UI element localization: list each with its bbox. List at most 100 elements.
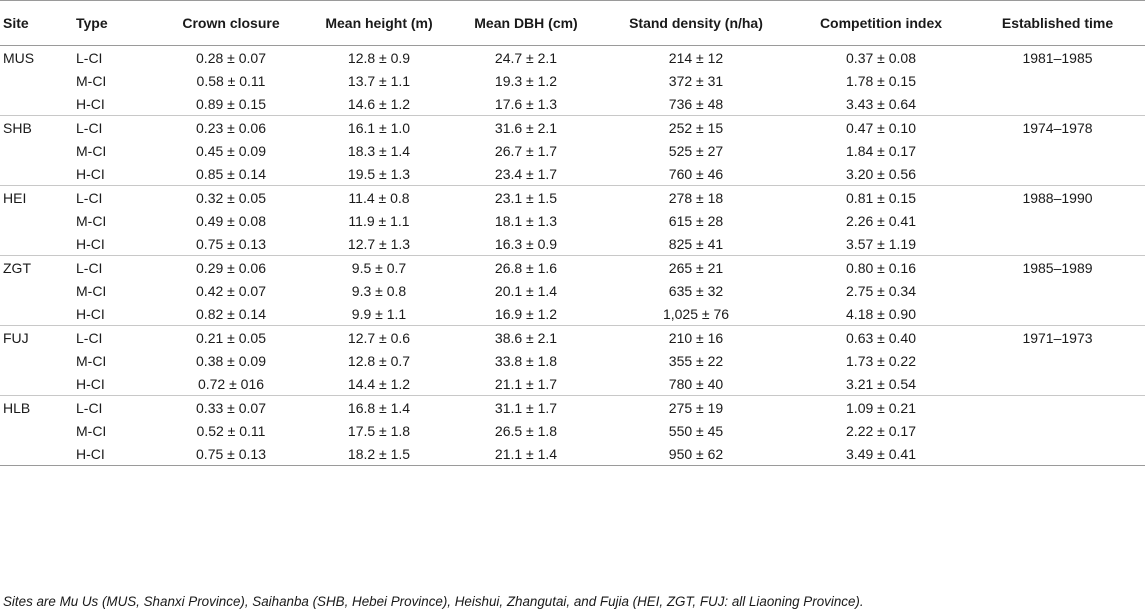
stand-density-cell: 780 ± 40 — [600, 372, 792, 396]
type-cell: H-CI — [76, 232, 156, 256]
established-time-cell — [970, 162, 1145, 186]
table-row: M-CI 0.52 ± 0.11 17.5 ± 1.8 26.5 ± 1.8 550 ±… — [0, 419, 1145, 442]
competition-index-cell: 3.43 ± 0.64 — [792, 92, 970, 116]
established-time-cell: 1974–1978 — [1022, 119, 1093, 136]
established-time-cell — [970, 92, 1145, 116]
header-row: Site Type Crown closure Mean height (m) … — [0, 0, 1145, 46]
mean-dbh-cell: 26.8 ± 1.6 — [494, 259, 558, 276]
table-row: ZGT L-CI 0.29 ± 0.06 9.5 ± 0.7 26.8 ± 1.6 265… — [0, 256, 1145, 280]
site-group: ZGT L-CI 0.29 ± 0.06 9.5 ± 0.7 26.8 ± 1.6 265… — [0, 256, 1145, 326]
table-footnote: Sites are Mu Us (MUS, Shanxi Province), … — [3, 594, 864, 609]
competition-index-cell: 0.47 ± 0.10 — [846, 119, 916, 136]
crown-closure-cell: 0.45 ± 0.09 — [196, 142, 266, 159]
site-cell: SHB — [3, 119, 32, 136]
mean-dbh-cell: 26.5 ± 1.8 — [494, 422, 558, 439]
established-time-cell — [970, 442, 1145, 466]
mean-dbh-cell: 23.4 ± 1.7 — [452, 162, 600, 186]
site-group: MUS L-CI 0.28 ± 0.07 12.8 ± 0.9 24.7 ± 2.1 21… — [0, 46, 1145, 116]
type-cell: L-CI — [76, 189, 103, 206]
stand-density-cell: 736 ± 48 — [600, 92, 792, 116]
mean-height-cell: 17.5 ± 1.8 — [347, 422, 411, 439]
type-cell: L-CI — [76, 259, 103, 276]
mean-height-cell: 12.8 ± 0.7 — [347, 352, 411, 369]
table-row: H-CI 0.75 ± 0.13 18.2 ± 1.5 21.1 ± 1.4 950 ±… — [0, 442, 1145, 466]
mean-dbh-cell: 26.7 ± 1.7 — [494, 142, 558, 159]
crown-closure-cell: 0.82 ± 0.14 — [156, 302, 306, 326]
competition-index-cell: 3.57 ± 1.19 — [792, 232, 970, 256]
mean-height-cell: 19.5 ± 1.3 — [306, 162, 452, 186]
mean-dbh-cell: 24.7 ± 2.1 — [494, 49, 558, 66]
mean-height-cell: 18.2 ± 1.5 — [306, 442, 452, 466]
stand-density-cell: 275 ± 19 — [668, 399, 724, 416]
mean-height-cell: 14.6 ± 1.2 — [306, 92, 452, 116]
mean-dbh-cell: 38.6 ± 2.1 — [494, 329, 558, 346]
established-time-cell — [970, 302, 1145, 326]
mean-height-cell: 14.4 ± 1.2 — [306, 372, 452, 396]
stand-density-cell: 265 ± 21 — [668, 259, 724, 276]
competition-index-cell: 0.37 ± 0.08 — [846, 49, 916, 66]
site-cell — [0, 349, 76, 372]
table-row: H-CI 0.82 ± 0.14 9.9 ± 1.1 16.9 ± 1.2 1,025 … — [0, 302, 1145, 326]
mean-height-cell: 16.1 ± 1.0 — [347, 119, 411, 136]
mean-height-cell: 12.8 ± 0.9 — [347, 49, 411, 66]
established-time-cell — [970, 372, 1145, 396]
table-row: FUJ L-CI 0.21 ± 0.05 12.7 ± 0.6 38.6 ± 2.1 21… — [0, 326, 1145, 350]
established-time-cell: 1988–1990 — [1022, 189, 1093, 206]
mean-height-cell: 13.7 ± 1.1 — [347, 72, 411, 89]
mean-dbh-cell: 31.1 ± 1.7 — [494, 399, 558, 416]
crown-closure-cell: 0.89 ± 0.15 — [156, 92, 306, 116]
type-cell: M-CI — [76, 212, 107, 229]
type-cell: H-CI — [76, 162, 156, 186]
competition-index-cell: 3.49 ± 0.41 — [792, 442, 970, 466]
crown-closure-cell: 0.38 ± 0.09 — [196, 352, 266, 369]
competition-index-cell: 1.78 ± 0.15 — [846, 72, 916, 89]
crown-closure-cell: 0.49 ± 0.08 — [196, 212, 266, 229]
type-cell: M-CI — [76, 352, 107, 369]
mean-dbh-cell: 23.1 ± 1.5 — [494, 189, 558, 206]
mean-height-cell: 16.8 ± 1.4 — [347, 399, 411, 416]
mean-height-cell: 9.9 ± 1.1 — [306, 302, 452, 326]
stand-density-cell: 760 ± 46 — [600, 162, 792, 186]
site-cell — [0, 279, 76, 302]
established-time-cell — [970, 419, 1145, 442]
competition-index-cell: 3.21 ± 0.54 — [792, 372, 970, 396]
site-cell: MUS — [3, 49, 35, 66]
crown-closure-cell: 0.29 ± 0.06 — [196, 259, 266, 276]
crown-closure-cell: 0.21 ± 0.05 — [196, 329, 266, 346]
established-time-cell — [970, 396, 1145, 420]
table-row: SHB L-CI 0.23 ± 0.06 16.1 ± 1.0 31.6 ± 2.1 25… — [0, 116, 1145, 140]
site-cell: ZGT — [3, 259, 31, 276]
type-cell: M-CI — [76, 422, 107, 439]
mean-dbh-cell: 31.6 ± 2.1 — [494, 119, 558, 136]
type-cell: H-CI — [76, 302, 156, 326]
mean-dbh-cell: 18.1 ± 1.3 — [494, 212, 558, 229]
stand-density-cell: 950 ± 62 — [600, 442, 792, 466]
competition-index-cell: 0.63 ± 0.40 — [846, 329, 916, 346]
competition-index-cell: 0.80 ± 0.16 — [846, 259, 916, 276]
site-cell — [0, 139, 76, 162]
competition-index-cell: 2.22 ± 0.17 — [846, 422, 916, 439]
stand-characteristics-table: Site Type Crown closure Mean height (m) … — [0, 0, 1145, 466]
established-time-cell — [970, 232, 1145, 256]
column-header: Crown closure — [156, 0, 306, 46]
crown-closure-cell: 0.52 ± 0.11 — [196, 422, 266, 439]
stand-density-cell: 278 ± 18 — [668, 189, 724, 206]
competition-index-cell: 0.81 ± 0.15 — [846, 189, 916, 206]
column-header: Site — [0, 0, 76, 46]
site-cell — [0, 209, 76, 232]
table-row: M-CI 0.49 ± 0.08 11.9 ± 1.1 18.1 ± 1.3 615 ±… — [0, 209, 1145, 232]
site-cell: HLB — [3, 399, 31, 416]
site-cell: HEI — [3, 189, 27, 206]
mean-dbh-cell: 21.1 ± 1.7 — [452, 372, 600, 396]
column-header: Mean DBH (cm) — [452, 0, 600, 46]
table-row: H-CI 0.85 ± 0.14 19.5 ± 1.3 23.4 ± 1.7 760 ±… — [0, 162, 1145, 186]
stand-density-cell: 550 ± 45 — [668, 422, 724, 439]
mean-height-cell: 9.5 ± 0.7 — [351, 259, 407, 276]
competition-index-cell: 1.09 ± 0.21 — [846, 399, 916, 416]
established-time-cell — [970, 69, 1145, 92]
table-row: M-CI 0.38 ± 0.09 12.8 ± 0.7 33.8 ± 1.8 355 ±… — [0, 349, 1145, 372]
mean-height-cell: 11.4 ± 0.8 — [348, 189, 410, 206]
table-row: M-CI 0.58 ± 0.11 13.7 ± 1.1 19.3 ± 1.2 372 ±… — [0, 69, 1145, 92]
crown-closure-cell: 0.32 ± 0.05 — [196, 189, 266, 206]
stand-density-cell: 355 ± 22 — [668, 352, 724, 369]
